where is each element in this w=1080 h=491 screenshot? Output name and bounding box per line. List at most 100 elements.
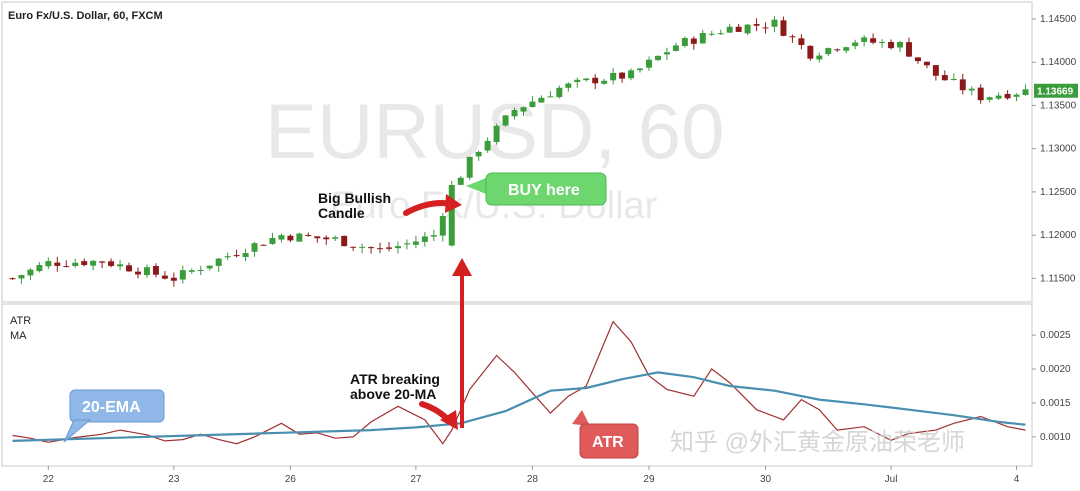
candle-body (914, 57, 921, 62)
candle-body (359, 246, 366, 248)
atr-axis: 0.0025 0.0020 0.0015 0.0010 (1032, 330, 1071, 443)
candle-body (968, 88, 975, 91)
candle-body (81, 261, 88, 266)
candle-body (897, 42, 903, 48)
candle-body (502, 115, 509, 126)
candle-body (108, 261, 115, 266)
candle-body (1004, 93, 1011, 99)
candle-body (457, 177, 464, 185)
ma-panel-label: MA (10, 330, 27, 342)
candle-body (646, 59, 652, 68)
candle-body (583, 78, 590, 81)
candlestick-series (9, 16, 1029, 287)
atr-lines (12, 320, 1026, 445)
candle-body (1013, 94, 1020, 97)
candle-body (861, 37, 868, 42)
candle-body (493, 125, 500, 143)
candle-body (179, 270, 186, 280)
candle-body (377, 248, 384, 250)
candle-body (959, 79, 966, 91)
candle-body (18, 275, 25, 279)
candle-body (610, 72, 617, 81)
atr-series-line (12, 320, 1026, 445)
candle-body (126, 265, 133, 272)
candle-body (161, 275, 168, 279)
time-axis-tick-label: 22 (43, 474, 55, 485)
candle-body (36, 265, 43, 272)
time-axis-tick-label: 23 (168, 474, 180, 485)
candle-body (690, 38, 697, 44)
atr-axis-tick-label: 0.0025 (1040, 330, 1071, 341)
candle-body (233, 255, 240, 257)
candle-body (888, 41, 895, 49)
price-axis: 1.14500 1.14000 1.13500 1.13000 1.12500 1.120… (1032, 14, 1077, 284)
candle-body (368, 247, 375, 249)
candle-body (735, 26, 742, 32)
candle-body (556, 87, 563, 98)
time-axis-tick-label: 26 (285, 474, 297, 485)
chart-title: Euro Fx/U.S. Dollar, 60, FXCM (8, 10, 163, 22)
candle-body (663, 52, 670, 55)
candle-body (215, 258, 222, 266)
atr-breaking-label-line2: above 20-MA (350, 386, 436, 402)
svg-text:ATR: ATR (592, 434, 624, 451)
candle-body (135, 271, 141, 275)
candle-body (197, 269, 204, 271)
candle-body (565, 83, 572, 88)
candle-body (816, 55, 823, 60)
candle-body (941, 75, 948, 81)
candle-body (45, 261, 52, 267)
candle-body (977, 87, 984, 101)
candle-body (305, 235, 312, 237)
candle-body (269, 238, 276, 244)
candle-body (520, 107, 527, 112)
candle-body (63, 266, 70, 268)
candle-body (637, 68, 644, 71)
time-axis-tick-label: Jul (885, 474, 898, 485)
candle-body (995, 95, 1002, 99)
candle-body (484, 140, 491, 151)
atr-panel (1, 303, 1033, 467)
candle-body (439, 216, 446, 236)
candle-body (807, 45, 814, 59)
time-axis-tick-label: 29 (643, 474, 655, 485)
candle-body (421, 236, 428, 242)
candle-body (1022, 89, 1029, 96)
candle-body (923, 61, 930, 66)
candle-body (672, 45, 679, 51)
time-axis-tick-label: 30 (760, 474, 772, 485)
candle-body (708, 33, 715, 35)
candle-body (90, 260, 97, 266)
candle-body (628, 70, 635, 79)
candle-body (143, 267, 150, 276)
buy-here-callout: BUY here (466, 172, 607, 206)
candle-body (547, 96, 554, 98)
candle-body (511, 109, 518, 117)
candle-body (843, 47, 850, 51)
candle-body (753, 24, 760, 26)
svg-text:20-EMA: 20-EMA (82, 399, 141, 416)
candle-body (412, 241, 419, 245)
candle-body (251, 243, 258, 252)
atr-panel-label: ATR (10, 315, 31, 327)
candle-body (789, 36, 796, 38)
candle-body (529, 101, 536, 108)
candle-body (619, 72, 626, 79)
candle-body (188, 270, 195, 272)
candle-body (448, 184, 455, 246)
candle-body (242, 253, 249, 257)
time-axis-tick-label: 28 (527, 474, 539, 485)
price-axis-tick-label: 1.11500 (1040, 273, 1076, 284)
last-price-tag: 1.13669 (1034, 83, 1078, 98)
ema-series-line (12, 371, 1026, 442)
candle-body (717, 33, 724, 35)
candle-body (780, 20, 787, 36)
atr-breaking-label-line1: ATR breaking (350, 371, 440, 387)
ema-callout: 20-EMA (63, 389, 165, 443)
candle-body (350, 246, 357, 248)
candle-body (699, 33, 706, 44)
candle-body (744, 24, 751, 34)
candle-body (870, 38, 877, 43)
candle-body (574, 79, 581, 83)
